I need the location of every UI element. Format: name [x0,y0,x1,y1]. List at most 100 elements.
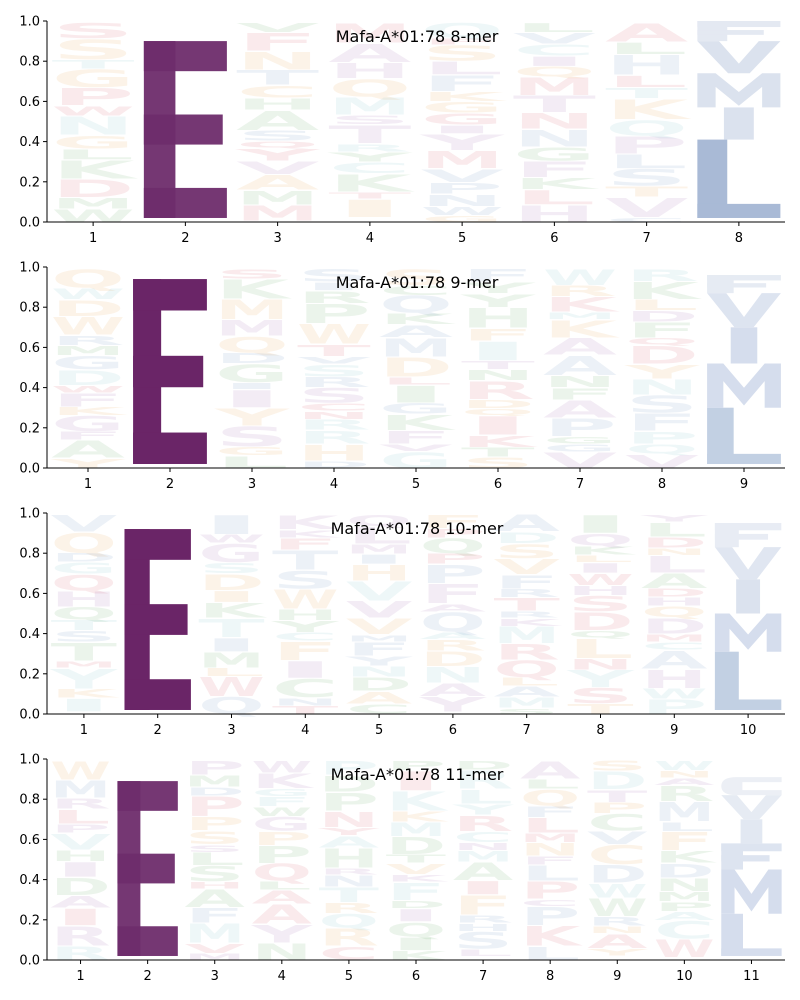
background-letter: F [453,892,513,922]
background-letter: P [587,801,647,817]
background-letter: A [420,680,486,700]
background-letter: P [52,85,135,111]
background-letter: S [185,862,245,886]
background-letter: S [328,113,411,127]
background-letter: S [297,361,371,380]
background-letter: P [605,133,688,159]
y-tick-label: 0.4 [19,381,40,396]
background-letter: D [51,297,125,322]
background-letter: D [453,758,513,772]
background-letter: D [297,460,372,470]
background-letter: V [236,159,324,179]
background-letter: A [543,352,617,382]
background-letter: G [51,354,125,374]
background-letter: L [605,152,689,173]
background-letter: I [386,935,446,955]
background-letter: L [513,186,596,209]
background-letter: R [50,922,110,952]
background-letter: L [567,555,637,565]
logo-letter-F-pos-10 [714,523,782,548]
background-letter: Y [454,281,541,297]
background-letter: C [520,898,580,908]
x-tick-label: 2 [181,231,189,246]
background-letter: P [654,900,717,914]
x-tick-label: 3 [248,477,256,492]
y-tick-label: 0.2 [19,913,40,928]
background-letters: SSTGPWNGLKDMWVFNTCHASQYVAMMMAHQMSTRYCKTI… [52,18,695,228]
background-letter: M [641,633,707,644]
x-tick-label: 7 [479,969,487,984]
background-letter: M [215,295,289,326]
background-letter: M [215,315,289,340]
background-letter: Y [319,150,418,165]
background-letter: H [641,665,707,694]
y-tick-label: 0.0 [19,462,40,477]
background-letter: F [654,827,714,856]
background-letter: K [493,618,564,629]
background-letter: P [319,788,379,817]
background-letter: A [543,335,617,361]
background-letter: P [252,829,312,850]
background-letter: L [654,820,719,834]
background-letter: W [51,385,126,395]
background-letter: W [297,320,371,351]
background-letter: Q [567,631,637,641]
background-letter: C [236,82,319,101]
background-letter: D [379,354,453,384]
background-letter: H [319,844,379,874]
background-letter: W [587,881,647,902]
background-letter: I [272,658,338,684]
background-letter: R [543,284,618,300]
background-letter: F [272,637,338,666]
background-letter: V [346,614,415,639]
background-letter: T [52,58,138,72]
background-letter: I [198,589,264,606]
background-letter: K [379,411,459,435]
logo-letter-I-pos-9 [730,327,758,364]
background-letter: D [587,861,647,889]
background-letter: F [51,431,125,443]
background-letter: T [513,93,597,118]
y-tick-label: 1.0 [19,753,40,768]
background-letter: I [215,386,289,413]
background-letter: R [461,377,535,405]
background-letter: P [252,843,312,869]
x-tick-label: 2 [143,969,151,984]
background-letter: F [272,535,338,553]
background-letter: K [625,279,704,305]
x-tick-label: 3 [273,231,281,246]
background-letter: P [319,759,379,780]
background-letter: I [386,906,446,925]
background-letter: N [567,657,633,673]
x-tick-label: 6 [494,477,502,492]
background-letter: S [493,542,559,563]
background-letter: C [379,284,453,298]
y-tick-label: 0.4 [19,873,40,888]
background-letter: Y [455,292,538,312]
background-letter: V [51,511,121,537]
logo-panel-2: QWDWRMGDWFKGFAYSKMMQDGIIYSGLSIRPWTVSRSCN… [19,261,785,492]
background-letter: D [52,175,135,203]
background-letter: A [236,172,323,195]
background-letter: K [461,433,542,451]
background-letter: V [421,167,509,187]
x-tick-label: 3 [227,723,235,738]
background-letter: R [319,901,383,917]
chart-title: Mafa-A*01:78 8-mer [336,27,499,46]
background-letter: I [567,562,633,577]
background-letter: Y [43,457,130,472]
background-letter: I [513,55,596,70]
background-letter: N [641,548,707,558]
background-letter: D [215,352,290,367]
background-letter: L [252,881,317,892]
background-letter: L [520,777,580,792]
logo-letter-L-pos-8 [697,139,781,218]
background-letter: D [493,530,559,547]
logo-letter-C-pos-11 [721,777,782,796]
chart-title: Mafa-A*01:78 11-mer [331,765,504,784]
background-letter: C [605,218,688,224]
background-letter: C [587,841,647,871]
background-letter: M [185,918,245,948]
background-letter: M [328,94,411,120]
background-letter: G [51,561,117,578]
